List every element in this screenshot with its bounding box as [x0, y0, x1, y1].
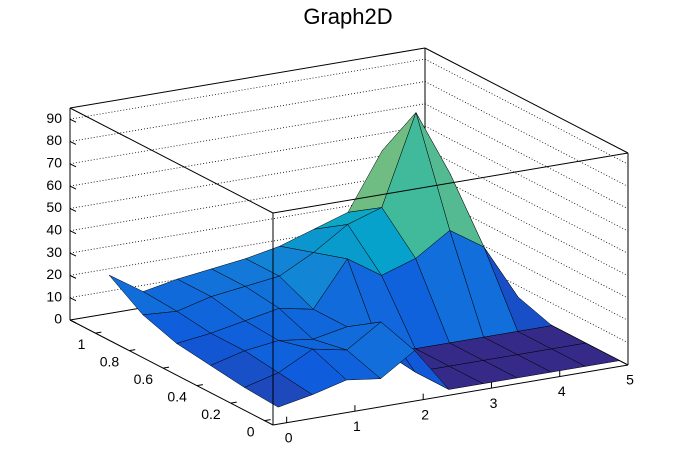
z-tick-label: 50	[46, 199, 62, 215]
grid-line	[69, 103, 426, 165]
axis-frame	[69, 107, 274, 214]
y-tick	[264, 419, 271, 422]
x-tick-label: 0	[285, 429, 293, 445]
y-tick-label: 0.6	[134, 371, 154, 387]
grid-line	[424, 215, 629, 321]
chart-title: Graph2D	[303, 4, 392, 29]
z-tick	[69, 230, 77, 235]
z-tick-label: 70	[46, 154, 62, 170]
y-tick-label: 0	[247, 423, 255, 439]
z-tick-label: 60	[46, 177, 62, 193]
z-tick-label: 20	[46, 266, 62, 282]
y-tick-label: 0.4	[167, 388, 187, 404]
z-tick	[69, 297, 77, 302]
grid-line	[69, 148, 426, 209]
z-tick	[69, 274, 77, 279]
z-tick	[69, 252, 77, 257]
y-tick-label: 0.8	[100, 353, 120, 369]
axis-frame	[272, 152, 629, 214]
grid-line	[424, 103, 629, 210]
x-tick-label: 1	[353, 418, 361, 434]
grid-line	[424, 81, 629, 187]
z-tick-label: 90	[46, 110, 62, 126]
x-tick-label: 4	[558, 383, 566, 399]
axis-frame	[424, 47, 629, 154]
z-tick-label: 0	[54, 311, 62, 327]
z-tick-label: 10	[46, 288, 62, 304]
y-tick-label: 0.2	[201, 406, 221, 422]
z-tick	[69, 207, 77, 212]
grid-line	[69, 125, 426, 187]
axis-frame	[69, 47, 426, 109]
surface-patch	[243, 372, 313, 408]
grid-line	[69, 58, 426, 120]
z-tick	[69, 141, 77, 145]
x-tick-label: 5	[626, 372, 634, 388]
grid-line	[424, 170, 629, 277]
grid-line	[69, 81, 426, 142]
z-tick-label: 80	[46, 132, 62, 148]
z-tick-label: 30	[46, 244, 62, 260]
z-tick	[69, 163, 77, 168]
z-tick-label: 40	[46, 221, 62, 237]
y-tick	[162, 366, 170, 369]
grid-line	[424, 148, 629, 254]
x-tick-label: 3	[490, 395, 498, 411]
z-tick	[69, 118, 77, 123]
y-tick	[230, 401, 237, 404]
y-tick	[196, 384, 203, 387]
y-tick	[129, 349, 136, 352]
y-tick-label: 1	[78, 336, 86, 352]
grid-line	[424, 125, 629, 232]
grid-line	[424, 192, 629, 299]
y-tick	[95, 331, 102, 334]
x-tick-label: 2	[421, 406, 429, 422]
grid-line	[424, 237, 629, 344]
grid-line	[424, 58, 629, 165]
axis-frame	[272, 364, 629, 426]
z-tick	[69, 185, 77, 190]
axis-frame	[69, 319, 274, 426]
